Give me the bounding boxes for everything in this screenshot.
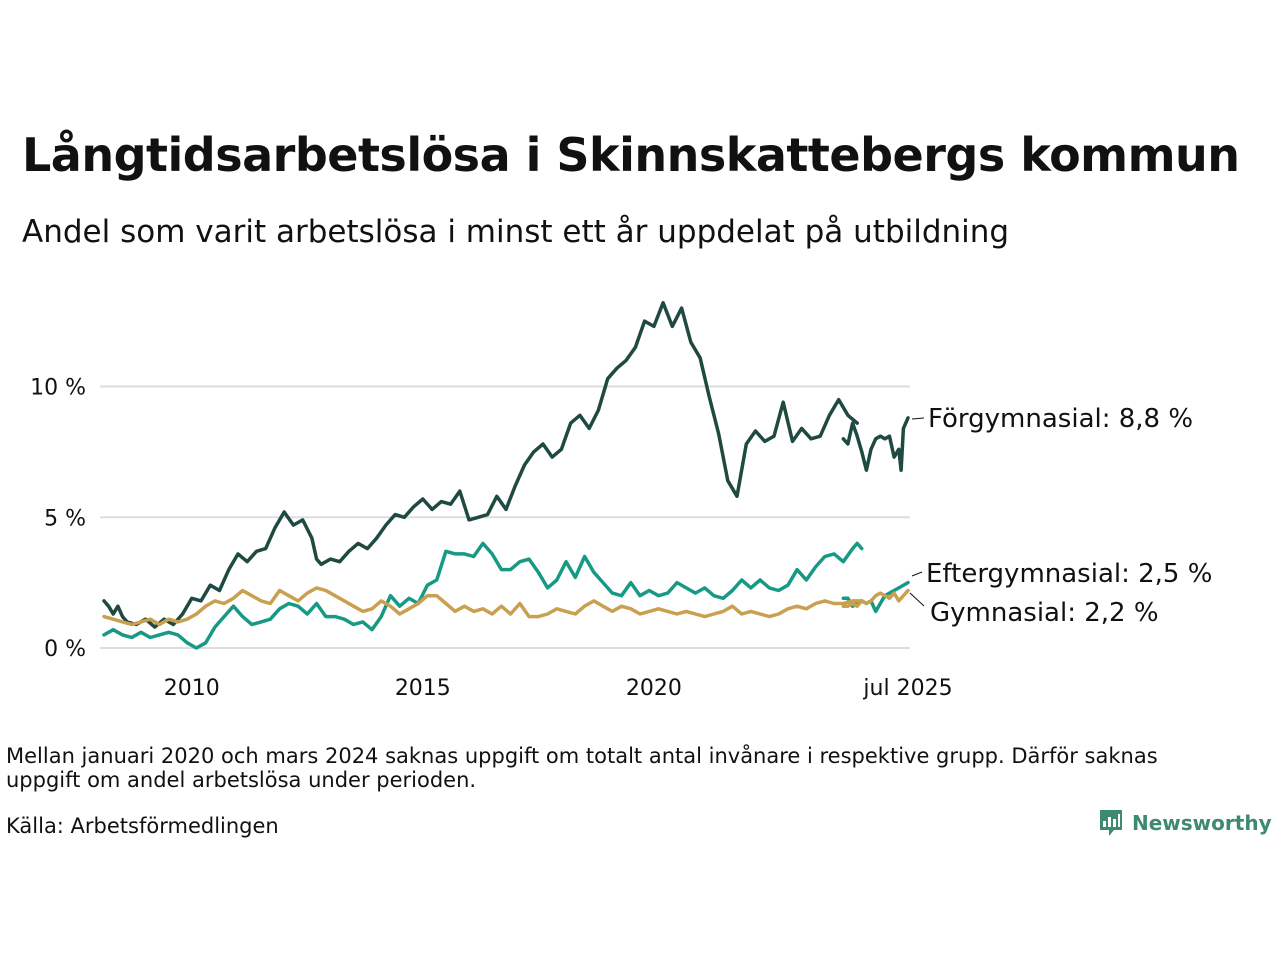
- footnote: Mellan januari 2020 och mars 2024 saknas…: [6, 744, 1158, 792]
- y-tick-label: 0 %: [44, 637, 86, 662]
- x-tick-label: 2010: [164, 676, 220, 701]
- label-connector: [911, 571, 923, 577]
- series-end-label: Eftergymnasial: 2,5 %: [926, 559, 1212, 589]
- series-line: [102, 301, 859, 629]
- series-end-label: Gymnasial: 2,2 %: [930, 598, 1159, 628]
- x-tick-label: 2020: [626, 676, 682, 701]
- x-tick-label: 2015: [395, 676, 451, 701]
- y-axis-labels: 0 % 5 % 10 %: [30, 376, 86, 662]
- series-line: [841, 588, 910, 608]
- y-tick-label: 10 %: [30, 376, 86, 401]
- chart-title: Långtidsarbetslösa i Skinnskattebergs ko…: [22, 128, 1240, 182]
- series-end-label: Förgymnasial: 8,8 %: [928, 404, 1193, 434]
- series-lines: [102, 301, 910, 650]
- source-credit: Källa: Arbetsförmedlingen: [6, 814, 279, 838]
- x-tick-label: jul 2025: [862, 676, 952, 701]
- label-connector: [911, 417, 925, 420]
- series-end-labels: Förgymnasial: 8,8 % Eftergymnasial: 2,5 %…: [909, 404, 1212, 628]
- line-chart: 0 % 5 % 10 % 2010 2015 2020 jul 2025 Förgymna…: [30, 301, 1212, 701]
- chart-subtitle: Andel som varit arbetslösa i minst ett å…: [22, 214, 1010, 250]
- gridlines: [100, 385, 910, 649]
- x-axis-labels: 2010 2015 2020 jul 2025: [164, 676, 953, 701]
- label-connector: [909, 592, 925, 607]
- brand-name: Newsworthy: [1132, 811, 1272, 835]
- bar-chart-logo-icon: [1100, 810, 1122, 836]
- series-line: [841, 416, 910, 472]
- series-line: [102, 586, 864, 627]
- series-line: [102, 541, 864, 650]
- y-tick-label: 5 %: [44, 506, 86, 531]
- newsworthy-logo[interactable]: Newsworthy: [1098, 808, 1272, 838]
